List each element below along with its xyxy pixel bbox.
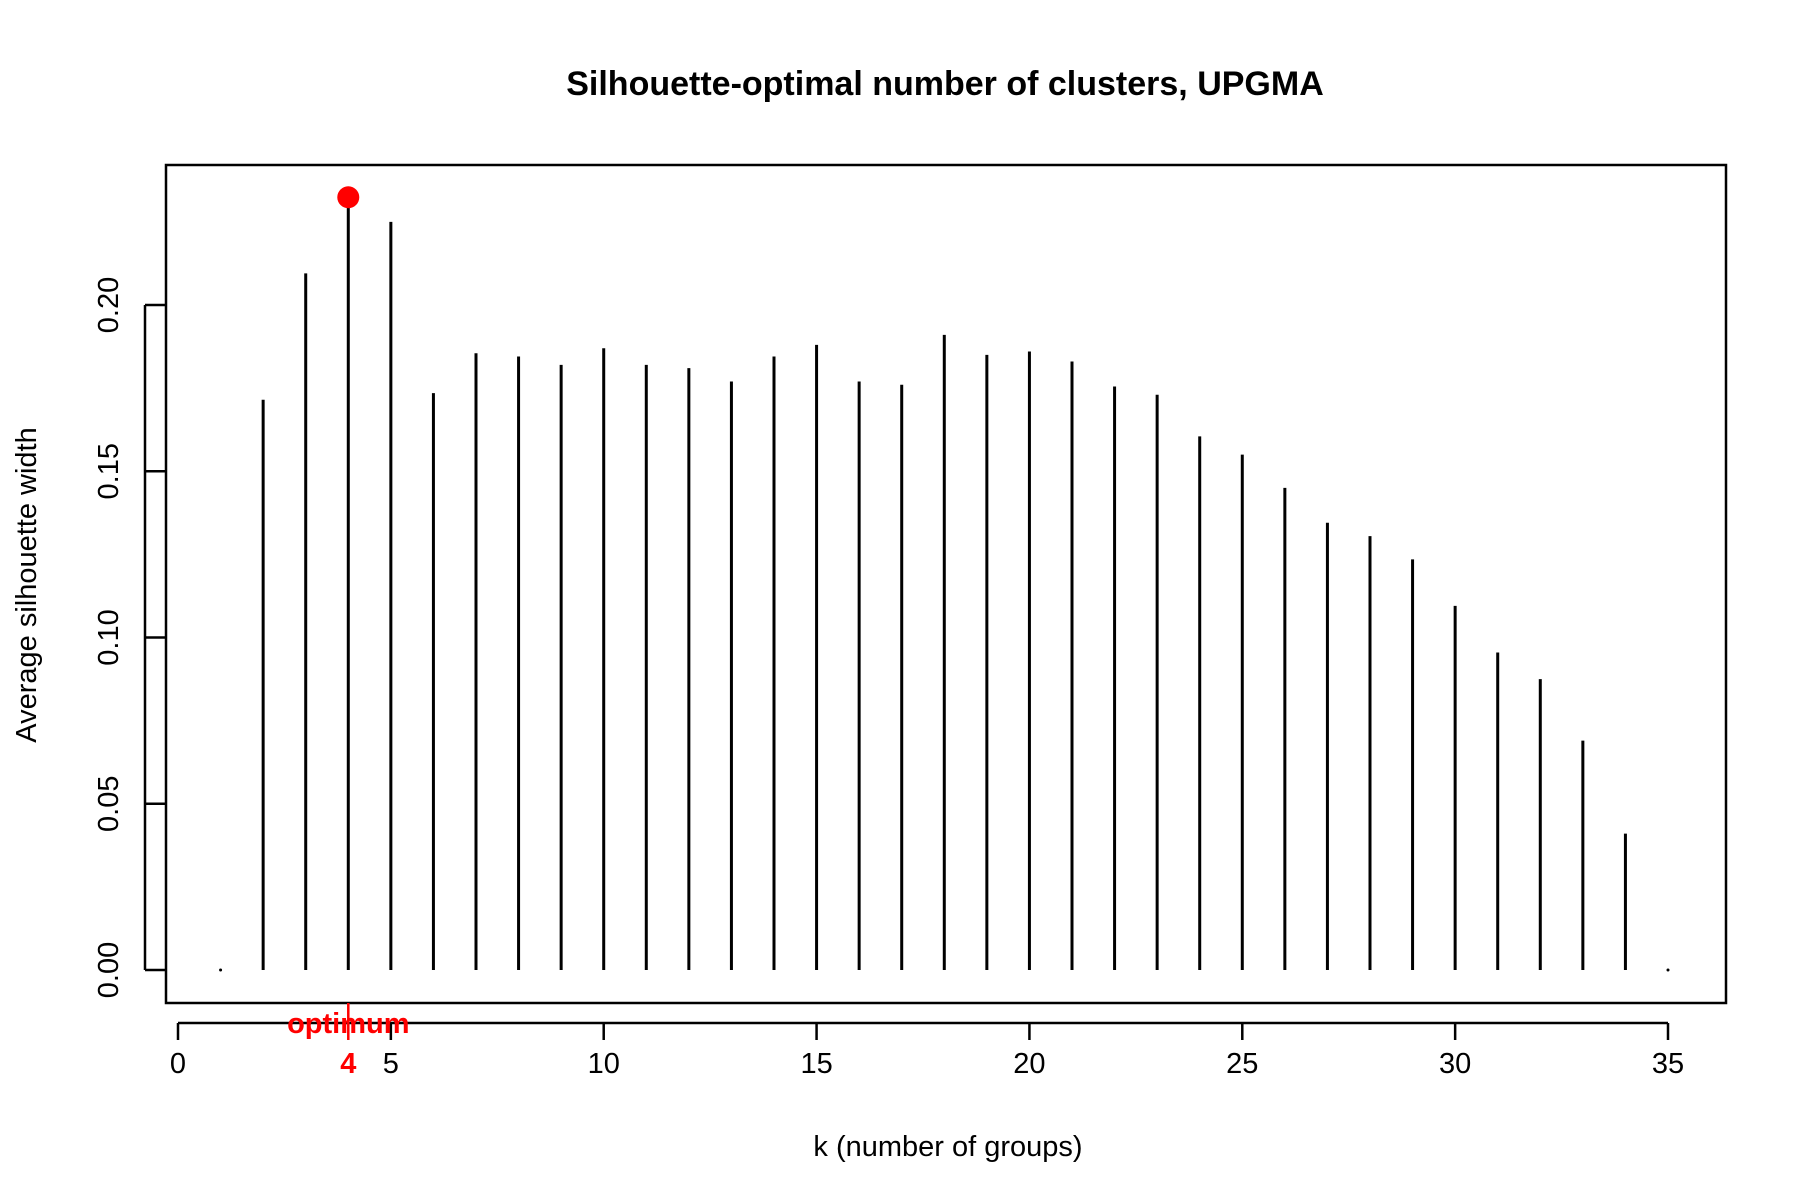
- plot-frame: [164, 163, 1728, 1005]
- x-tick-label: 30: [1439, 1048, 1471, 1080]
- x-tick-label: 5: [383, 1048, 399, 1080]
- optimum-label: optimum: [287, 1008, 409, 1040]
- x-tick-label: 10: [588, 1048, 620, 1080]
- x-axis: 0 5 10 15 20 25 30 35: [170, 1021, 1684, 1080]
- chart-title: Silhouette-optimal number of clusters, U…: [566, 65, 1324, 103]
- data-spikes: [219, 200, 1670, 972]
- optimum-k-label: 4: [340, 1048, 356, 1080]
- data-spike-point: [219, 968, 223, 972]
- x-tick-label: 20: [1013, 1048, 1045, 1080]
- x-axis-label: k (number of groups): [813, 1131, 1082, 1163]
- y-axis: 0.00 0.05 0.10 0.15 0.20: [93, 277, 166, 998]
- y-tick-label: 0.20: [93, 277, 125, 333]
- y-tick-label: 0.05: [93, 776, 125, 832]
- x-tick-label: 35: [1652, 1048, 1684, 1080]
- optimum-marker-group: optimum 4: [287, 186, 410, 1080]
- y-tick-label: 0.15: [93, 443, 125, 499]
- x-tick-label: 25: [1226, 1048, 1258, 1080]
- y-axis-label: Average silhouette width: [11, 427, 43, 742]
- y-tick-label: 0.00: [93, 942, 125, 998]
- x-tick-label: 15: [800, 1048, 832, 1080]
- optimum-point: [337, 186, 360, 209]
- y-tick-label: 0.10: [93, 609, 125, 665]
- data-spike-point: [1666, 968, 1670, 972]
- x-tick-label: 0: [170, 1048, 186, 1080]
